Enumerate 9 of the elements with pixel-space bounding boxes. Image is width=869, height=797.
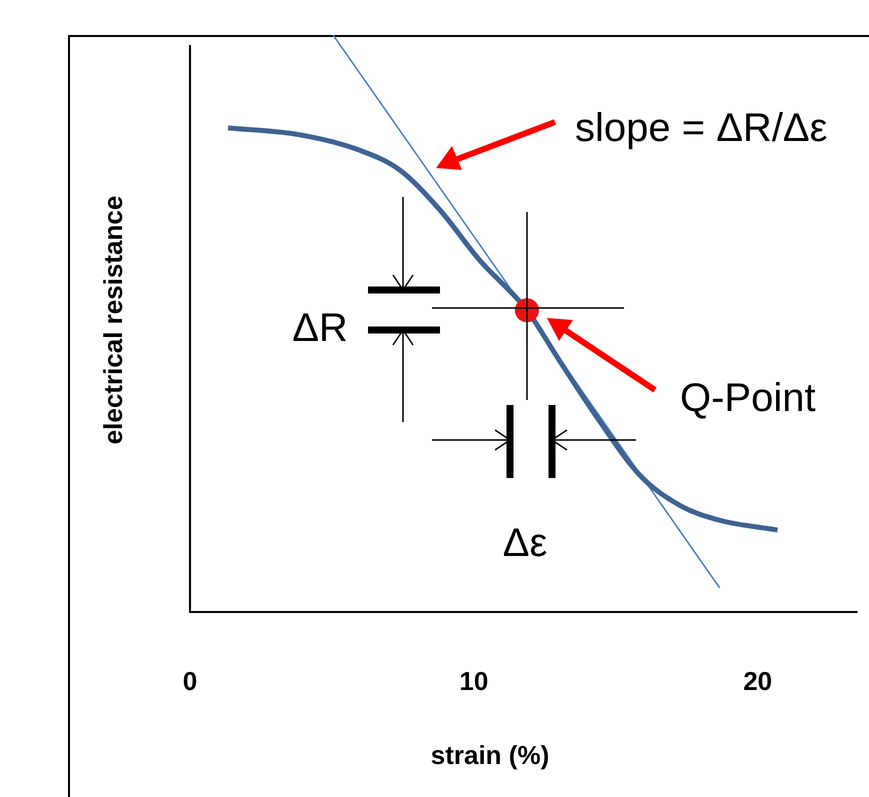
annotation: Q-Point	[680, 376, 816, 420]
x-tick-label: 20	[743, 666, 772, 696]
annotation: ΔR	[292, 306, 348, 350]
annotation: slope = ΔR/Δε	[575, 106, 828, 150]
y-axis-title: electrical resistance	[98, 196, 128, 444]
x-axis-title: strain (%)	[430, 740, 550, 770]
x-tick-label: 10	[459, 666, 488, 696]
x-tick-label: 0	[182, 666, 198, 696]
annotation: Δε	[502, 521, 548, 566]
